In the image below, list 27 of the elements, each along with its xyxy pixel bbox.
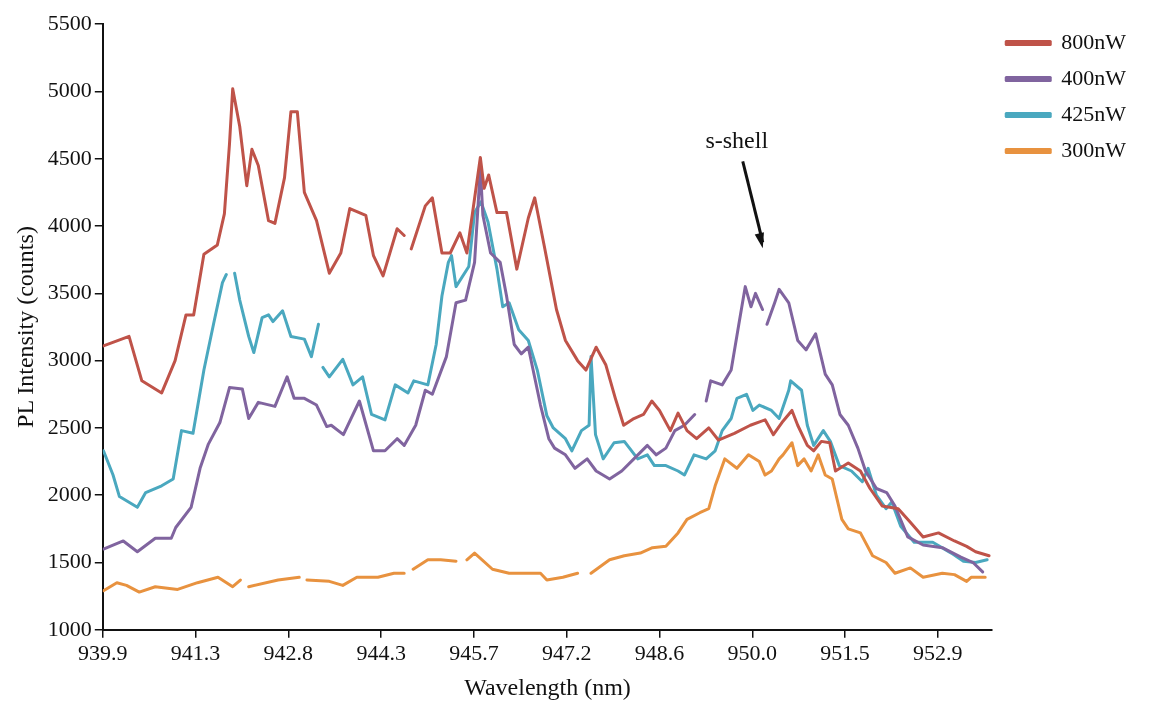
legend-label: 800nW <box>1061 28 1127 54</box>
y-tick-label: 5000 <box>47 77 92 103</box>
y-tick-label: 3000 <box>47 346 92 372</box>
legend-label: 300nW <box>1061 136 1127 162</box>
legend-label: 400nW <box>1061 64 1127 90</box>
x-tick-label: 944.3 <box>356 639 406 665</box>
legend-label: 425nW <box>1061 100 1127 126</box>
x-axis-title: Wavelength (nm) <box>464 673 631 700</box>
x-tick-label: 941.3 <box>170 639 221 665</box>
x-tick-label: 952.9 <box>913 639 963 665</box>
y-tick-label: 2500 <box>47 413 92 439</box>
x-tick-label: 939.9 <box>78 639 128 665</box>
annotation: s-shell <box>705 126 769 153</box>
y-tick-label: 4000 <box>47 211 92 237</box>
x-tick-label: 947.2 <box>541 639 592 665</box>
y-tick-label: 3500 <box>47 279 92 305</box>
x-tick-label: 950.0 <box>727 639 778 665</box>
y-tick-label: 1500 <box>47 548 92 574</box>
y-tick-label: 4500 <box>47 144 92 170</box>
x-tick-label: 945.7 <box>449 639 499 665</box>
y-tick-label: 1000 <box>47 615 92 641</box>
y-axis-title: PL Intensity (counts) <box>11 226 38 428</box>
x-tick-label: 951.5 <box>820 639 870 665</box>
x-tick-label: 942.8 <box>263 639 314 665</box>
x-tick-label: 948.6 <box>634 639 685 665</box>
y-tick-label: 2000 <box>47 481 92 506</box>
y-tick-label: 5500 <box>47 9 92 35</box>
